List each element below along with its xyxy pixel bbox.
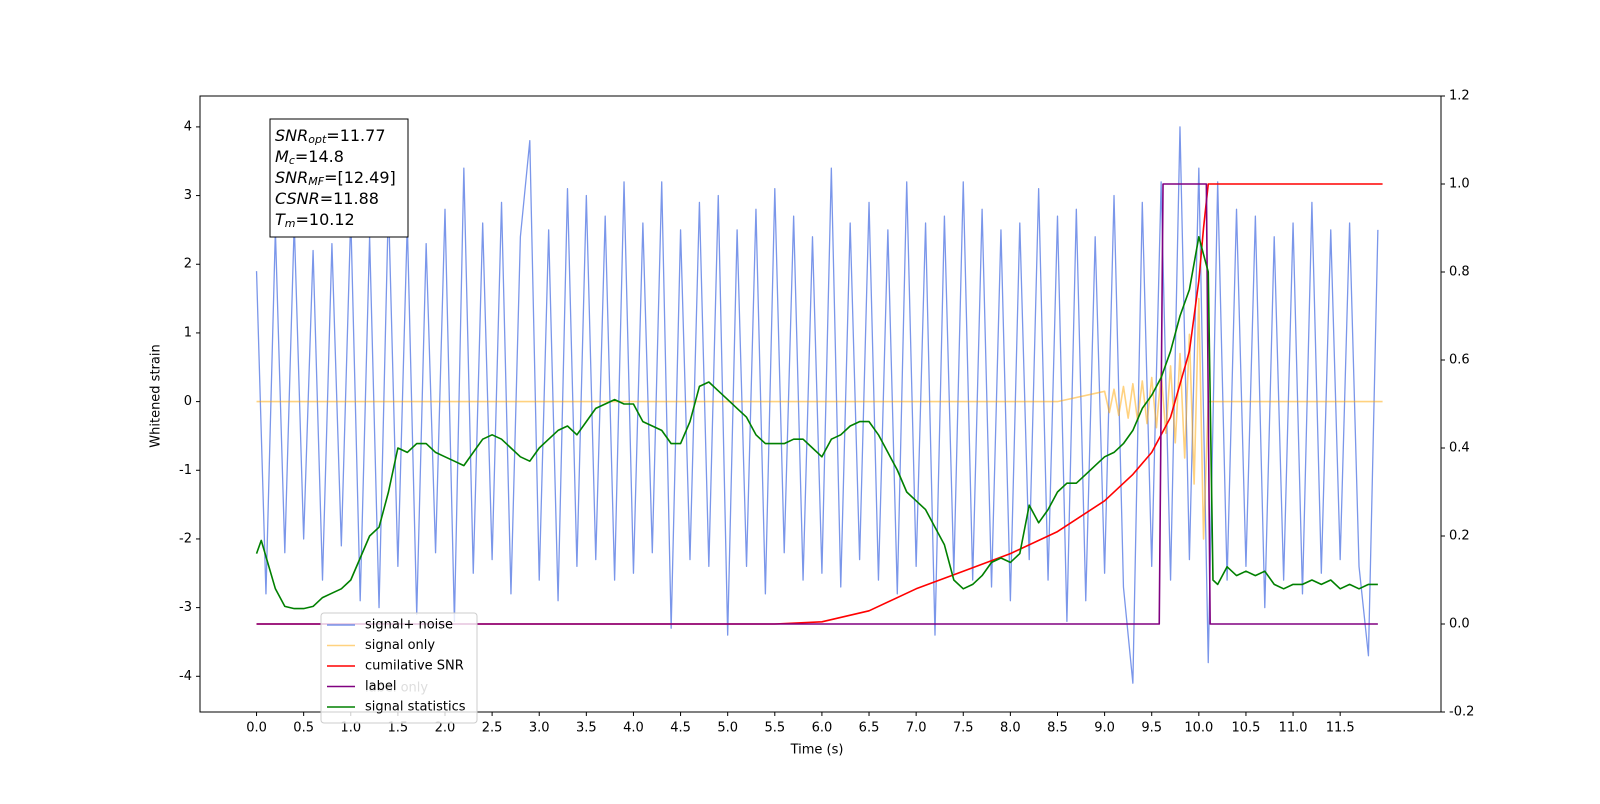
plot-frame (199, 95, 1442, 713)
annotation-line: Tm=10.12 (275, 210, 355, 231)
annotation-sub: m (285, 217, 296, 230)
annotation-symbol: SNR (275, 168, 308, 187)
x-tick-label: 1.0 (340, 721, 361, 736)
legend-label: signal only (365, 638, 435, 653)
y2-tick-label: 0.2 (1449, 529, 1470, 544)
x-tick-label: 7.0 (906, 721, 927, 736)
y2-tick-label: 0.6 (1449, 353, 1470, 368)
x-tick-label: 4.5 (670, 721, 691, 736)
y-tick-label: -3 (179, 600, 192, 615)
series-line (255, 126, 1379, 684)
y-tick-label: -4 (179, 669, 192, 684)
annotation-symbol: T (275, 210, 286, 229)
x-tick-label: 3.0 (529, 721, 550, 736)
y2-tick-label: 1.0 (1449, 177, 1470, 192)
y-tick-label: 4 (184, 119, 192, 134)
annotation-symbol: SNR (275, 126, 308, 145)
y-tick-label: -1 (179, 463, 192, 478)
x-tick-label: 1.5 (388, 721, 409, 736)
y2-tick-label: -0.2 (1449, 705, 1474, 720)
series-line (256, 183, 1378, 625)
legend-label: cumilative SNR (365, 659, 464, 674)
y-tick-label: 3 (184, 188, 192, 203)
annotation-line: Mc=14.8 (275, 147, 344, 168)
x-tick-label: 8.0 (1000, 721, 1021, 736)
y2-tick-label: 1.2 (1449, 89, 1470, 104)
annotation-value: =11.77 (326, 126, 385, 145)
x-tick-label: 3.5 (576, 721, 597, 736)
legend-label: signal statistics (365, 700, 466, 715)
y2-tick-label: 0.4 (1449, 441, 1470, 456)
y-tick-label: 1 (184, 325, 192, 340)
faded-legend-text: label only (365, 681, 428, 696)
x-tick-label: 5.0 (717, 721, 738, 736)
annotation-box (269, 118, 409, 238)
x-tick-label: 0.0 (246, 721, 267, 736)
series-line (256, 297, 1383, 540)
x-tick-label: 6.5 (859, 721, 880, 736)
annotation-line: CSNR=11.88 (275, 189, 379, 208)
series-line (256, 183, 1383, 625)
annotation-symbol: CSNR (275, 189, 320, 208)
x-tick-label: 2.5 (482, 721, 503, 736)
x-tick-label: 0.5 (293, 721, 314, 736)
annotation-line: SNRMF=[12.49] (275, 168, 396, 189)
y-tick-label: 0 (184, 394, 192, 409)
series-line (255, 236, 1378, 610)
annotation-sub: opt (308, 133, 327, 146)
legend-label: signal+ noise (365, 618, 453, 633)
x-tick-label: 11.0 (1279, 721, 1308, 736)
x-tick-label: 9.5 (1141, 721, 1162, 736)
x-tick-label: 11.5 (1326, 721, 1355, 736)
annotation: SNRopt=11.77Mc=14.8SNRMF=[12.49]CSNR=11.… (269, 118, 409, 238)
x-tick-label: 8.5 (1047, 721, 1068, 736)
y2-tick-label: 0.0 (1449, 617, 1470, 632)
legend-label: label (365, 679, 396, 694)
x-tick-label: 7.5 (953, 721, 974, 736)
x-tick-label: 4.0 (623, 721, 644, 736)
x-tick-label: 10.5 (1231, 721, 1260, 736)
y-tick-label: -2 (179, 531, 192, 546)
legend: label only signal+ noise signal only cumila… (320, 612, 478, 724)
annotation-sub: c (289, 154, 295, 167)
x-axis-label: Time (s) (790, 743, 844, 758)
annotation-value: =10.12 (296, 210, 355, 229)
x-tick-label: 9.0 (1094, 721, 1115, 736)
annotation-sub: MF (308, 175, 324, 188)
y2-tick-label: 0.8 (1449, 265, 1470, 280)
annotation-value: =[12.49] (324, 168, 396, 187)
x-tick-label: 5.5 (764, 721, 785, 736)
legend-box (320, 612, 478, 724)
annotation-symbol: M (275, 147, 289, 166)
annotation-line: SNRopt=11.77 (275, 126, 386, 147)
y-axis-label: Whitened strain (149, 344, 164, 447)
x-tick-label: 10.0 (1184, 721, 1213, 736)
y-tick-label: 2 (184, 257, 192, 272)
x-tick-label: 2.0 (435, 721, 456, 736)
annotation-value: =11.88 (320, 189, 379, 208)
annotation-value: =14.8 (295, 147, 344, 166)
x-tick-label: 6.0 (812, 721, 833, 736)
